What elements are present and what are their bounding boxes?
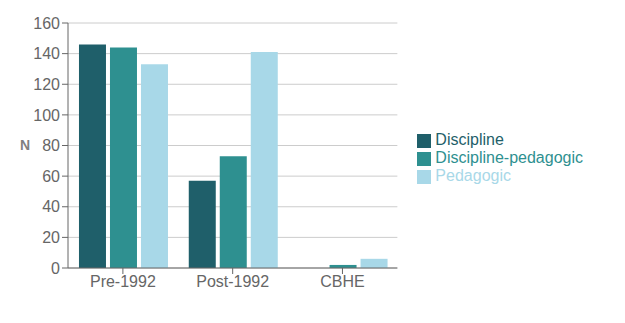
svg-text:120: 120 [33, 76, 60, 93]
html-text:Pedagogic: Pedagogic [435, 167, 511, 184]
svg-text:Post-1992: Post-1992 [196, 273, 269, 290]
svg-text:160: 160 [33, 15, 60, 32]
svg-text:80: 80 [42, 137, 60, 154]
svg-text:Pre-1992: Pre-1992 [90, 273, 156, 290]
svg-text:60: 60 [42, 168, 60, 185]
svg-text:40: 40 [42, 198, 60, 215]
html-text:Discipline-pedagogic: Discipline-pedagogic [435, 149, 583, 166]
html-text:Discipline: Discipline [435, 131, 504, 148]
svg-text:N: N [20, 137, 30, 153]
svg-text:100: 100 [33, 107, 60, 124]
svg-text:CBHE: CBHE [320, 273, 364, 290]
svg-text:0: 0 [51, 260, 60, 277]
svg-text:140: 140 [33, 45, 60, 62]
svg-text:20: 20 [42, 229, 60, 246]
